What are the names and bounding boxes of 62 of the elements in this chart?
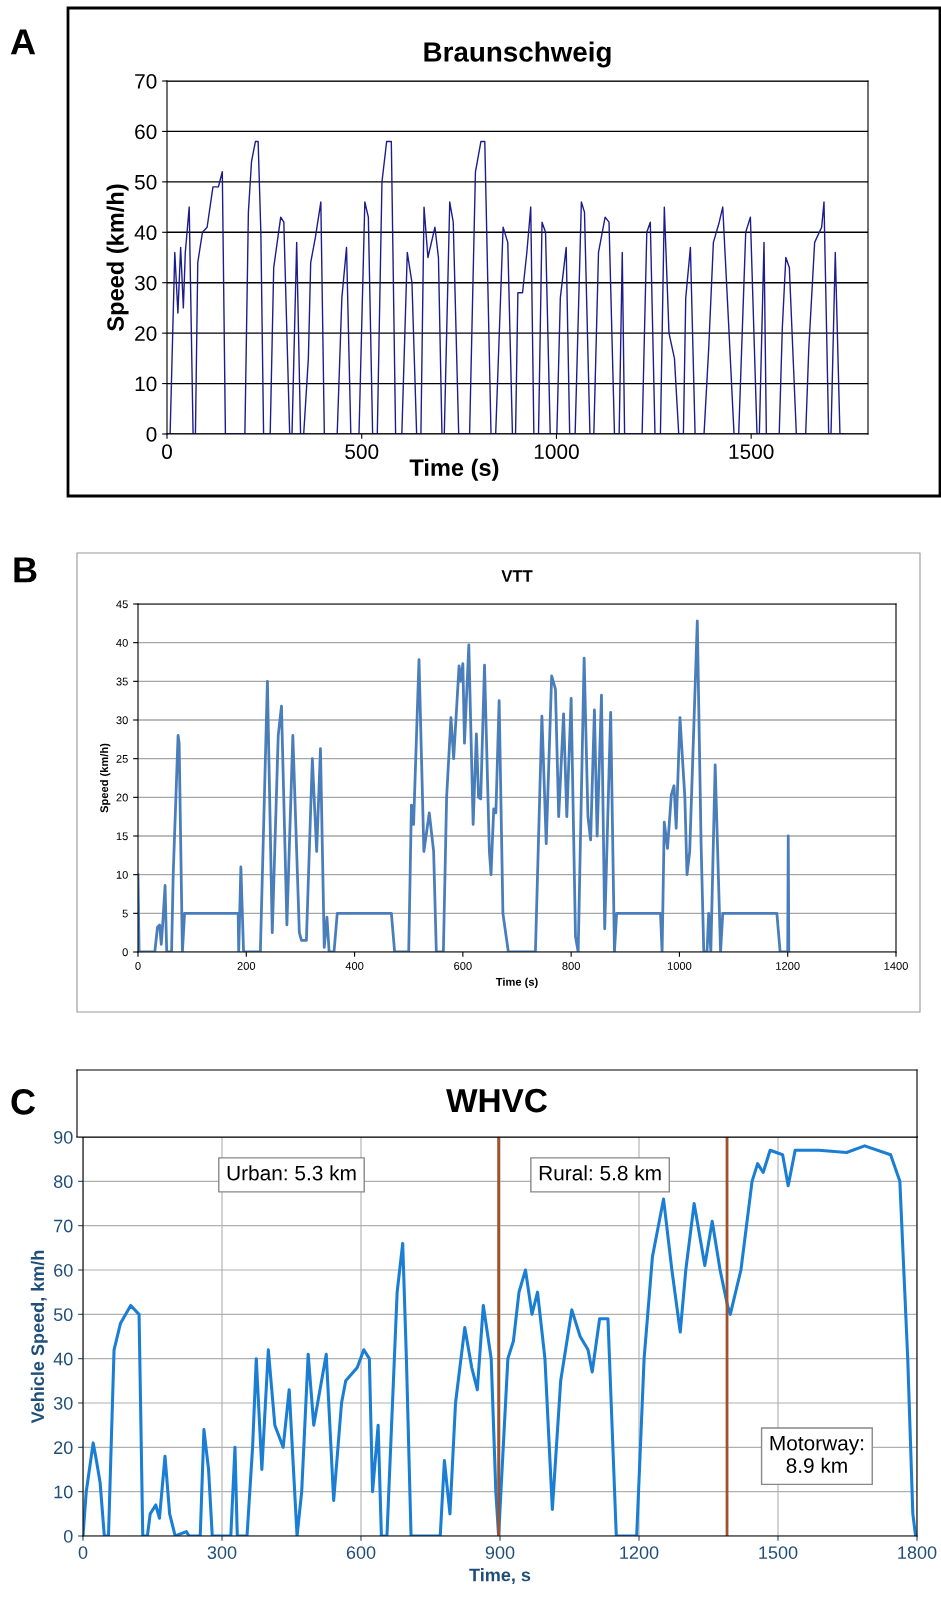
y-tick-label: 10 [116,870,128,879]
x-tick-label: 1200 [620,1546,659,1559]
y-tick-label: 90 [54,1130,73,1144]
x-tick-label: 1000 [534,444,579,460]
y-tick-label: 50 [53,1308,73,1322]
chart-title: VTT [501,570,533,582]
y-tick-label: 40 [134,225,157,241]
y-tick-label: 80 [53,1175,73,1189]
y-axis-title: Speed (km/h) [100,743,111,813]
x-tick-label: 1800 [898,1546,937,1559]
y-tick-label: 20 [54,1441,73,1455]
y-tick-label: 70 [54,1219,73,1233]
x-tick-label: 1500 [759,1546,798,1559]
annotation: Urban: 5.3 km [227,1165,356,1181]
line-series [138,619,791,952]
x-tick-label: 1400 [884,962,908,970]
y-tick-label: 10 [135,376,157,392]
y-tick-label: 0 [63,1529,73,1543]
chart-title: Braunschweig [424,41,611,68]
y-tick-label: 0 [122,948,128,957]
y-tick-label: 40 [116,638,128,647]
annotation: Motorway: 8.9 km [770,1436,864,1474]
y-tick-label: 50 [134,174,157,190]
chart-title: WHVC [446,1088,548,1113]
x-tick-label: 900 [485,1546,515,1559]
y-tick-label: 20 [116,793,128,802]
y-tick-label: 40 [53,1352,73,1366]
y-tick-label: 30 [116,716,128,725]
x-tick-label: 1000 [667,962,692,970]
x-tick-label: 400 [345,962,364,970]
x-tick-label: 1500 [729,444,774,460]
y-tick-label: 70 [135,74,157,89]
text: C [11,1089,36,1115]
x-axis-title: Time (s) [409,458,499,481]
x-tick-label: 600 [346,1546,376,1559]
y-tick-label: 5 [122,909,128,918]
y-tick-label: 10 [54,1485,73,1499]
x-tick-label: 300 [207,1546,237,1559]
text: B [14,557,37,583]
x-tick-label: 0 [162,444,172,460]
x-tick-label: 200 [237,962,256,970]
y-tick-label: 60 [54,1263,73,1277]
y-tick-label: 35 [116,677,128,686]
x-tick-label: 800 [562,962,580,970]
y-tick-label: 30 [134,275,157,291]
text: A [10,29,36,55]
y-axis-title: Vehicle Speed, km/h [30,1250,48,1424]
y-tick-label: 45 [116,600,128,609]
y-tick-label: 60 [135,124,157,140]
y-tick-label: 15 [116,832,128,841]
annotation: Rural: 5.8 km [539,1165,661,1181]
y-tick-label: 25 [116,754,128,763]
x-tick-label: 1200 [776,962,800,970]
y-tick-label: 30 [53,1396,73,1410]
x-axis-title: Time (s) [495,977,538,988]
x-tick-label: 500 [345,444,379,460]
x-axis-title: Time, s [469,1568,531,1584]
y-axis-title: Speed (km/h) [106,184,129,331]
x-tick-label: 0 [78,1546,88,1559]
y-tick-label: 0 [146,427,157,442]
x-tick-label: 600 [454,962,472,970]
y-tick-label: 20 [135,326,157,341]
